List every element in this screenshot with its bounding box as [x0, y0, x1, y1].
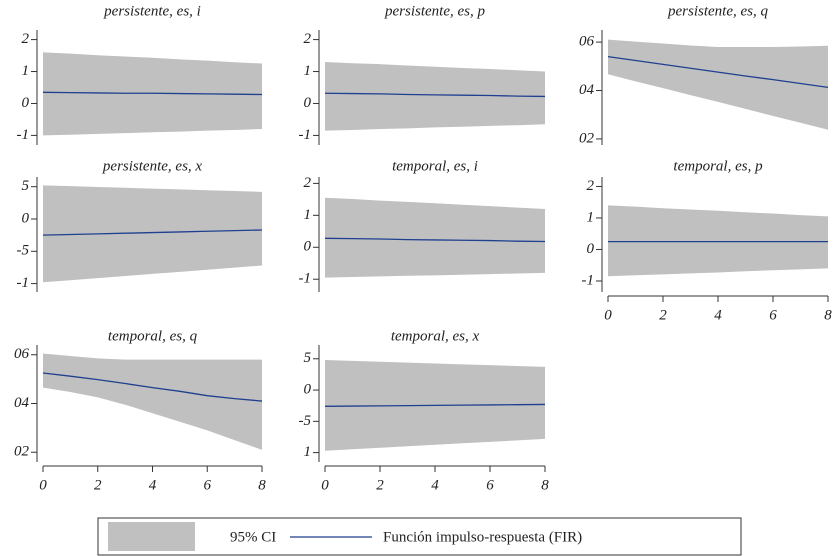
legend-label: Función impulso-respuesta (FIR): [383, 529, 582, 545]
y-tick-label: 2: [22, 31, 30, 47]
x-tick-label: 8: [824, 307, 832, 323]
legend-box: [97, 517, 742, 556]
x-tick-label: 0: [604, 307, 612, 323]
x-tick-label: 6: [769, 307, 777, 323]
fir-line: [42, 229, 263, 236]
y-tick-label: 04: [14, 395, 30, 411]
y-tick-label: -1: [299, 271, 312, 287]
x-tick-label: 2: [94, 477, 102, 493]
x-tick-label: 6: [486, 477, 494, 493]
fir-line: [42, 91, 263, 96]
y-tick-label: -5: [299, 413, 312, 429]
y-tick-label: -5: [17, 243, 30, 259]
fir-line: [324, 92, 546, 98]
ci-band: [325, 61, 545, 131]
y-tick-label: -1: [17, 127, 30, 143]
fir-line: [324, 403, 546, 407]
x-tick-label: 0: [39, 477, 47, 493]
y-tick-label: 02: [579, 130, 595, 146]
panel-title: persistente, es, q: [667, 3, 768, 19]
y-tick-label: 0: [22, 210, 30, 226]
panel-title: temporal, es, x: [391, 328, 480, 344]
y-tick-label: 1: [304, 444, 312, 460]
x-tick-label: 2: [659, 307, 667, 323]
y-tick-label: 04: [579, 82, 595, 98]
y-tick-label: 5: [304, 350, 312, 366]
x-tick-label: 6: [204, 477, 212, 493]
y-tick-label: 0: [22, 95, 30, 111]
x-tick-label: 4: [714, 307, 722, 323]
y-tick-label: -1: [17, 275, 30, 291]
ci-band: [43, 353, 262, 450]
y-tick-label: 06: [579, 34, 595, 50]
y-tick-label: 5: [22, 178, 30, 194]
y-tick-label: -1: [582, 272, 595, 288]
x-tick-label: 4: [149, 477, 157, 493]
y-tick-label: 1: [22, 63, 30, 79]
ci-band: [608, 39, 828, 130]
fir-line: [42, 372, 263, 402]
fir-line: [324, 237, 546, 243]
x-tick-label: 0: [321, 477, 329, 493]
panel-title: temporal, es, i: [392, 158, 478, 174]
y-tick-label: 1: [304, 207, 312, 223]
y-tick-label: 0: [587, 241, 595, 257]
panel-title: persistente, es, p: [384, 3, 485, 19]
ci-band: [43, 185, 262, 283]
y-tick-label: 0: [304, 95, 312, 111]
x-tick-label: 4: [431, 477, 439, 493]
y-tick-label: 2: [587, 178, 595, 194]
panel-title: temporal, es, p: [673, 158, 763, 174]
y-tick-label: 0: [304, 239, 312, 255]
x-tick-label: 8: [258, 477, 266, 493]
y-tick-label: 0: [304, 381, 312, 397]
y-tick-label: 1: [304, 63, 312, 79]
y-tick-label: 02: [14, 444, 30, 460]
panel-title: persistente, es, x: [102, 158, 202, 174]
ci-band: [325, 197, 545, 278]
fir-line: [607, 55, 829, 89]
y-tick-label: 06: [14, 346, 30, 362]
y-tick-label: 1: [587, 209, 595, 225]
ci-band: [608, 205, 828, 277]
legend-swatch: [108, 522, 195, 551]
x-tick-label: 8: [541, 477, 549, 493]
x-tick-label: 2: [376, 477, 384, 493]
panel-title: temporal, es, q: [108, 328, 198, 344]
y-tick-label: 2: [304, 31, 312, 47]
panel-title: persistente, es, i: [103, 3, 201, 19]
legend-label: 95% CI: [230, 529, 276, 545]
y-tick-label: -1: [299, 127, 312, 143]
y-tick-label: 2: [304, 175, 312, 191]
